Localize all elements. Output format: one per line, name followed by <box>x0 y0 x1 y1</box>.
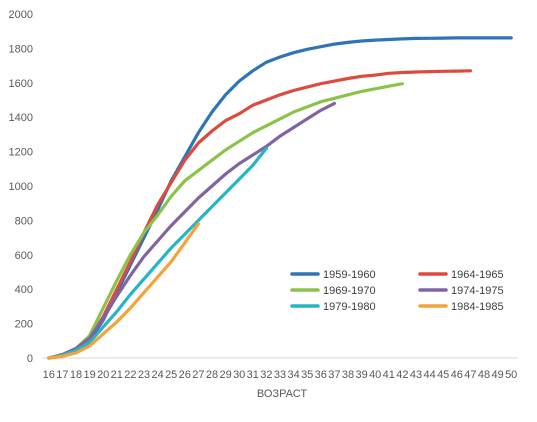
y-tick-label: 800 <box>15 215 33 227</box>
y-tick-label: 0 <box>27 353 33 365</box>
y-tick-label: 2000 <box>9 9 33 21</box>
y-tick-label: 1400 <box>9 112 33 124</box>
x-tick-label: 45 <box>437 369 449 381</box>
y-tick-label: 1600 <box>9 78 33 90</box>
x-tick-label: 46 <box>451 369 463 381</box>
x-tick-label: 22 <box>124 369 136 381</box>
legend-label: 1974-1975 <box>451 285 504 297</box>
x-tick-label: 27 <box>192 369 204 381</box>
x-tick-label: 17 <box>56 369 68 381</box>
x-tick-label: 44 <box>423 369 435 381</box>
x-tick-label: 18 <box>70 369 82 381</box>
x-tick-label: 31 <box>247 369 259 381</box>
legend-label: 1979-1980 <box>323 301 376 313</box>
x-tick-label: 35 <box>301 369 313 381</box>
x-tick-label: 16 <box>43 369 55 381</box>
x-tick-label: 30 <box>233 369 245 381</box>
x-tick-label: 34 <box>287 369 299 381</box>
y-tick-label: 1800 <box>9 43 33 55</box>
y-axis-ticks: 0 200 400 600 800 1000 1200 1400 1600 1800 2000 <box>9 9 33 365</box>
y-tick-label: 1200 <box>9 147 33 159</box>
x-tick-label: 33 <box>274 369 286 381</box>
x-tick-label: 20 <box>97 369 109 381</box>
y-tick-label: 600 <box>15 250 33 262</box>
x-tick-label: 50 <box>505 369 517 381</box>
x-tick-label: 38 <box>342 369 354 381</box>
x-tick-label: 42 <box>396 369 408 381</box>
x-tick-label: 25 <box>165 369 177 381</box>
x-tick-label: 39 <box>355 369 367 381</box>
x-tick-label: 21 <box>111 369 123 381</box>
x-tick-label: 29 <box>219 369 231 381</box>
series-line-1974-1975 <box>47 101 336 360</box>
y-tick-label: 1000 <box>9 181 33 193</box>
legend: 1959-1960 1964-1965 1969-1970 1974-1975 1979… <box>290 269 504 313</box>
x-tick-label: 49 <box>491 369 503 381</box>
series-line-1979-1980 <box>47 146 268 360</box>
legend-label: 1964-1965 <box>451 269 504 281</box>
x-tick-label: 36 <box>315 369 327 381</box>
x-tick-label: 40 <box>369 369 381 381</box>
x-tick-label: 28 <box>206 369 218 381</box>
x-tick-label: 43 <box>410 369 422 381</box>
series-line-1984-1985 <box>47 222 200 360</box>
x-tick-label: 26 <box>179 369 191 381</box>
x-tick-label: 32 <box>260 369 272 381</box>
x-tick-label: 23 <box>138 369 150 381</box>
x-tick-label: 37 <box>328 369 340 381</box>
series-lines <box>47 36 513 360</box>
series-line-1964-1965 <box>47 69 472 360</box>
x-tick-label: 24 <box>151 369 163 381</box>
legend-label: 1984-1985 <box>451 301 504 313</box>
legend-label: 1959-1960 <box>323 269 376 281</box>
x-tick-label: 41 <box>383 369 395 381</box>
x-axis-title: ВОЗРАСТ <box>257 388 307 400</box>
x-tick-label: 48 <box>478 369 490 381</box>
x-axis-ticks: 16 17 18 19 20 21 22 23 24 25 26 27 28 29 30 31 32 33 34 35… <box>43 369 518 381</box>
y-tick-label: 400 <box>15 284 33 296</box>
x-tick-label: 47 <box>464 369 476 381</box>
legend-label: 1969-1970 <box>323 285 376 297</box>
y-tick-label: 200 <box>15 319 33 331</box>
x-tick-label: 19 <box>83 369 95 381</box>
series-line-1969-1970 <box>47 82 404 360</box>
